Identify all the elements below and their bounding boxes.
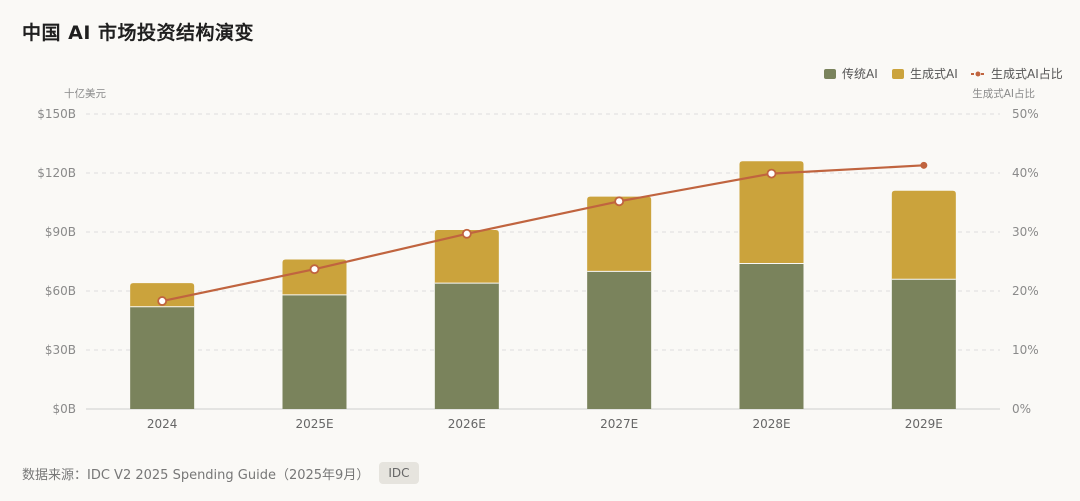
x-tick-label: 2029E xyxy=(905,417,943,431)
legend-swatch-share-dot xyxy=(975,71,981,77)
y-right-tick-label: 50% xyxy=(1012,107,1039,121)
source-note: 数据来源：IDC V2 2025 Spending Guide（2025年9月） xyxy=(22,467,370,483)
x-tick-label: 2027E xyxy=(600,417,638,431)
share-point xyxy=(157,296,168,306)
bar-traditional-ai xyxy=(739,263,804,409)
bar-traditional-ai xyxy=(282,294,347,409)
share-point xyxy=(920,161,928,169)
bar-generative-ai xyxy=(587,196,652,272)
x-tick-label: 2028E xyxy=(752,417,790,431)
y-right-tick-label: 0% xyxy=(1012,402,1031,416)
legend-swatch-traditional-ai xyxy=(824,69,836,79)
y-right-tick-label: 10% xyxy=(1012,343,1039,357)
footer: 数据来源：IDC V2 2025 Spending Guide（2025年9月）… xyxy=(22,462,419,484)
share-point xyxy=(309,264,320,275)
y-right-axis-label: 生成式AI占比 xyxy=(972,87,1035,100)
share-point xyxy=(461,228,472,239)
bar-traditional-ai xyxy=(434,283,499,409)
y-left-tick-label: $120B xyxy=(37,166,76,180)
y-right-tick-label: 20% xyxy=(1012,284,1039,298)
y-left-tick-label: $0B xyxy=(52,402,76,416)
bar-generative-ai xyxy=(739,161,804,264)
legend-label-generative-ai: 生成式AI xyxy=(910,67,958,81)
bar-traditional-ai xyxy=(587,271,652,409)
share-point xyxy=(614,196,625,207)
source-badge[interactable]: IDC xyxy=(379,462,419,484)
x-tick-label: 2025E xyxy=(295,417,333,431)
bar-generative-ai xyxy=(434,230,499,284)
y-left-tick-label: $60B xyxy=(45,284,76,298)
bar-generative-ai xyxy=(130,283,195,307)
bar-traditional-ai xyxy=(130,306,195,409)
y-right-tick-label: 40% xyxy=(1012,166,1039,180)
legend-label-share: 生成式AI占比 xyxy=(991,66,1063,81)
chart-title: 中国 AI 市场投资结构演变 xyxy=(22,22,255,44)
y-left-axis-label: 十亿美元 xyxy=(64,87,106,100)
x-tick-label: 2024 xyxy=(147,417,178,431)
share-line xyxy=(161,164,924,303)
bar-generative-ai xyxy=(891,190,956,280)
y-right-tick-label: 30% xyxy=(1012,225,1039,239)
bar-traditional-ai xyxy=(891,279,956,409)
x-tick-label: 2026E xyxy=(448,417,486,431)
y-left-tick-label: $30B xyxy=(45,343,76,357)
share-point xyxy=(766,168,777,179)
bar-generative-ai xyxy=(282,259,347,295)
y-left-tick-label: $90B xyxy=(45,225,76,239)
y-left-tick-label: $150B xyxy=(37,107,76,121)
legend-label-traditional-ai: 传统AI xyxy=(842,66,878,81)
legend-swatch-generative-ai xyxy=(892,69,904,79)
